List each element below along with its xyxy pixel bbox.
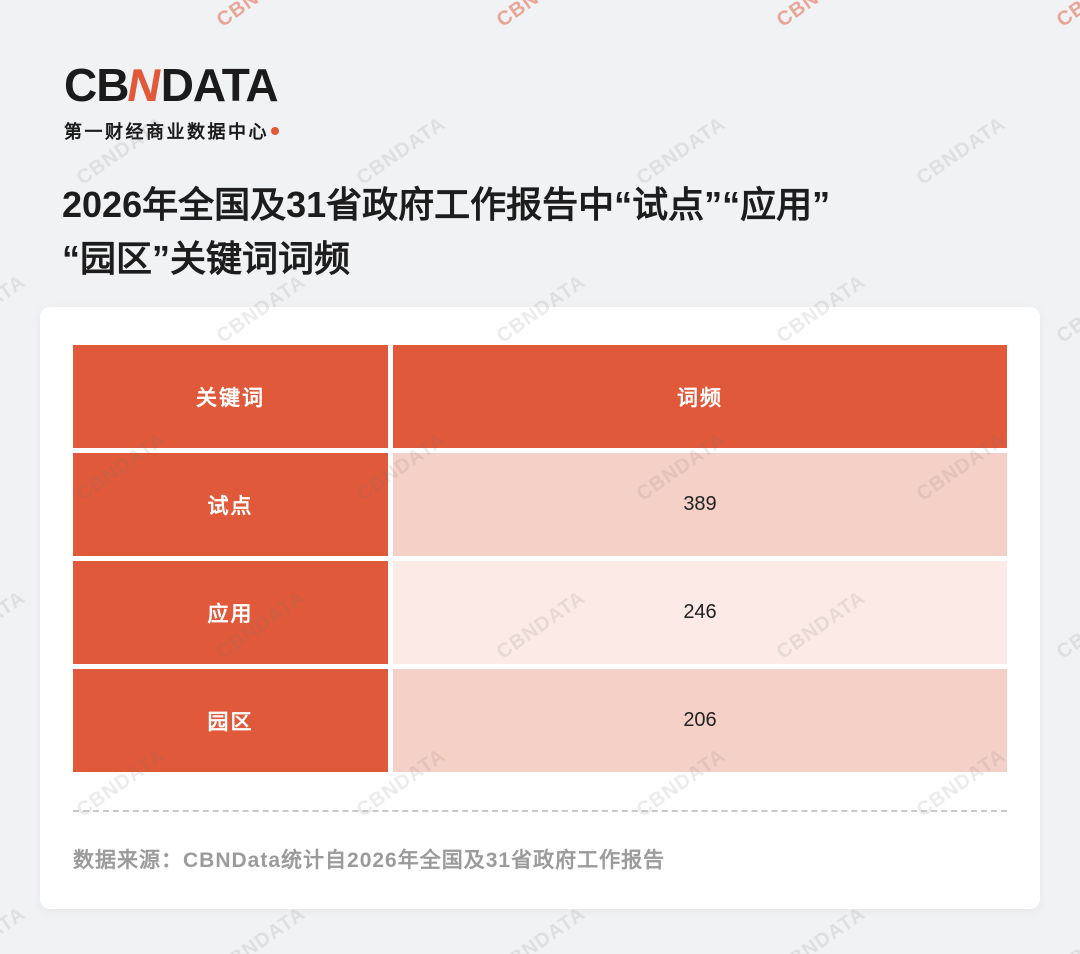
watermark-text: CBNDATA — [212, 902, 310, 954]
keyword-cell-row2: 应用 — [73, 561, 388, 664]
watermark-text: CBNDATA — [213, 0, 311, 32]
keyword-frequency-table: 关键词 词频 试点 389 应用 246 园区 206 — [73, 345, 1007, 772]
watermark-text: CBNDATA — [493, 0, 591, 32]
watermark-text: CBNDATA — [0, 902, 30, 954]
page-title-line2: “园区”关键词词频 — [62, 238, 351, 279]
keyword-cell-row3: 园区 — [73, 669, 388, 772]
frequency-cell-row2: 246 — [393, 561, 1007, 664]
subtitle-dot-icon — [271, 127, 279, 135]
watermark-text: CBNDATA — [772, 902, 870, 954]
brand-subtitle-row: 第一财经商业数据中心 — [64, 118, 279, 144]
watermark-text: CBNDATA — [0, 586, 30, 664]
column-header-frequency: 词频 — [393, 345, 1007, 448]
watermark-text: CBNDATA — [0, 0, 30, 32]
watermark-text: CBNDATA — [1052, 902, 1080, 954]
watermark-text: CBNDATA — [492, 902, 590, 954]
brand-header: CBNDATA 第一财经商业数据中心 — [64, 59, 279, 144]
data-source-note: 数据来源：CBNData统计自2026年全国及31省政府工作报告 — [73, 849, 666, 872]
logo-n-icon: N — [123, 59, 166, 111]
logo-text-cb: CB — [64, 59, 129, 111]
brand-logo: CBNDATA — [64, 59, 279, 111]
watermark-text: CBNDATA — [773, 0, 871, 32]
brand-subtitle: 第一财经商业数据中心 — [64, 122, 269, 142]
frequency-cell-row3: 206 — [393, 669, 1007, 772]
logo-text-data: DATA — [160, 59, 279, 111]
keyword-cell-row1: 试点 — [73, 453, 388, 556]
watermark-text: CBNDATA — [1053, 0, 1080, 32]
chart-card: 关键词 词频 试点 389 应用 246 园区 206 数据来源：CBNData… — [40, 307, 1040, 909]
page-title: 2026年全国及31省政府工作报告中“试点”“应用” “园区”关键词词频 — [62, 178, 1042, 286]
watermark-text: CBNDATA — [1052, 586, 1080, 664]
page-title-line1: 2026年全国及31省政府工作报告中“试点”“应用” — [62, 184, 831, 225]
column-header-keyword: 关键词 — [73, 345, 388, 448]
frequency-cell-row1: 389 — [393, 453, 1007, 556]
watermark-text: CBNDATA — [0, 270, 30, 348]
watermark-text: CBNDATA — [1052, 270, 1080, 348]
source-divider — [73, 810, 1007, 812]
